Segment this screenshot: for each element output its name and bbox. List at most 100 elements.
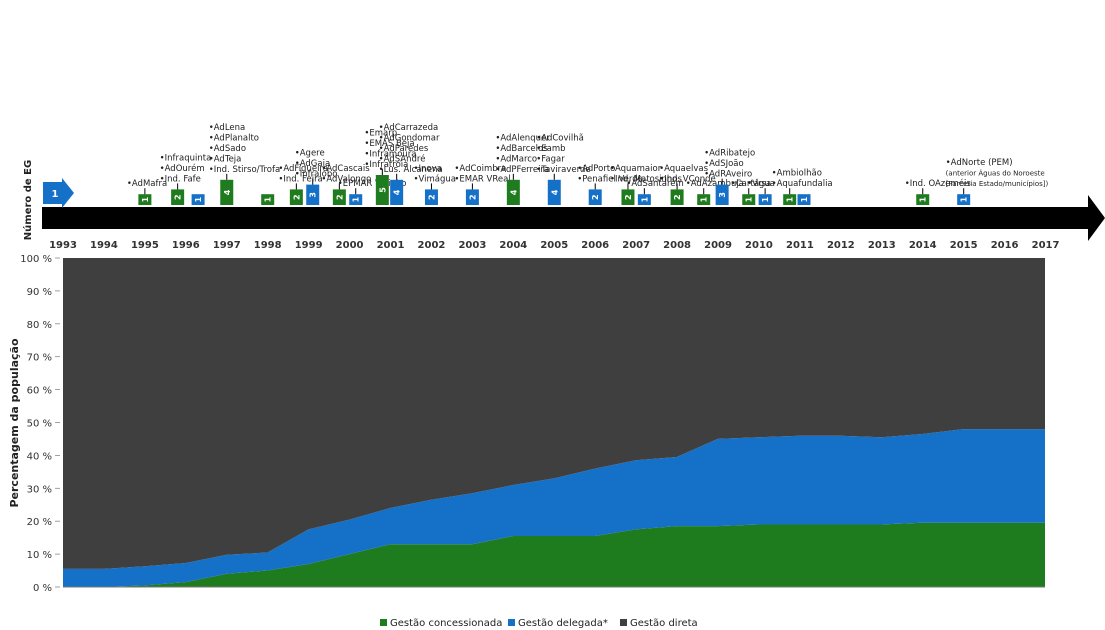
timeline-entity-label: •Aquaelvas	[659, 164, 709, 174]
legend-swatch	[508, 619, 515, 626]
legend: Gestão concessionada Gestão delegada* Gest…	[380, 618, 698, 629]
timeline-entity-label: •Infratróia	[364, 159, 408, 170]
timeline-marker-count: 2	[335, 194, 344, 200]
timeline-marker-count: 1	[800, 196, 809, 202]
timeline-entity-label: •Infralobo	[295, 170, 338, 180]
timeline-entity-label: •Eamb	[536, 144, 565, 154]
timeline-year-label: 1998	[254, 240, 282, 251]
timeline-entity-label: •Vimágua	[413, 174, 455, 184]
timeline-entity-label: •AdRAveiro	[704, 170, 752, 180]
timeline-marker-count: 1	[761, 196, 770, 202]
timeline-entity-label: •AdLena	[209, 123, 246, 133]
timeline-marker-delegada	[797, 194, 811, 205]
timeline-marker-count: 1	[919, 196, 928, 202]
legend-label: Gestão concessionada	[390, 618, 502, 629]
timeline-entity-label: •AdOurém	[160, 163, 205, 174]
timeline-marker-count: 1	[700, 196, 709, 202]
timeline-marker-concessionada	[138, 194, 152, 205]
timeline-entity-label: •Ind. Stirso/Trofa	[209, 165, 280, 175]
timeline-entity-label: •AdNorte (PEM)	[946, 158, 1013, 168]
area-series-2	[63, 429, 1045, 587]
timeline-marker-delegada	[390, 179, 404, 205]
timeline-entity-label: •AdSJoão	[704, 159, 744, 169]
timeline-year-label: 2009	[704, 240, 732, 251]
timeline-entity-label: •Infraquinta	[160, 153, 212, 163]
area-series-1	[63, 522, 1045, 587]
timeline-entity-label: •AdSAndré	[379, 153, 426, 164]
timeline-entity-label: •Ind. Feira	[278, 174, 322, 184]
timeline-marker-delegada	[588, 189, 602, 205]
timeline-year-label: 1994	[90, 240, 118, 251]
timeline-marker-concessionada	[742, 194, 756, 205]
timeline-entity-label: •Vrsa	[747, 179, 771, 189]
timeline-entity-label: •Emarp	[364, 129, 397, 139]
timeline-marker-count: 2	[468, 194, 477, 200]
timeline-entity-label: •Cartágua	[731, 179, 775, 189]
timeline-year-label: 2004	[499, 240, 527, 251]
timeline-entity-label: •EMAS Beja	[364, 139, 414, 149]
timeline-entity-label: •AdMafra	[127, 179, 167, 189]
timeline-marker-delegada	[758, 194, 772, 205]
timeline-marker-delegada	[465, 189, 479, 205]
timeline-arrow	[42, 195, 1105, 241]
timeline-marker-delegada	[424, 189, 438, 205]
timeline-year-label: 2000	[336, 240, 364, 251]
timeline-entity-label: •AdCovilhã	[536, 133, 584, 143]
timeline-marker-count: 1	[786, 196, 795, 202]
timeline-entity-label: (anterior Águas do Noroeste	[946, 169, 1045, 178]
timeline-entity-label: •Fagar	[536, 154, 565, 164]
timeline-marker-concessionada	[697, 194, 711, 205]
timeline-marker-count: 4	[393, 189, 402, 195]
timeline-marker-concessionada	[332, 189, 346, 205]
area-panel: Percentagem da população 0 % 10 % 20 % 30 % 4…	[8, 254, 1045, 594]
timeline-year-label: 2015	[950, 240, 978, 251]
timeline-marker-delegada	[715, 184, 729, 205]
timeline-marker-delegada	[306, 184, 320, 205]
timeline-year-label: 2005	[540, 240, 568, 251]
timeline-entity-label: •AdValongo	[321, 174, 371, 184]
timeline-start-marker	[43, 178, 74, 208]
timeline-year-label: 1995	[131, 240, 159, 251]
timeline-marker-count: 4	[550, 189, 559, 195]
timeline-entity-label: •EPMAR VMinho	[338, 179, 407, 189]
area-ytick-label: 100 %	[20, 254, 52, 265]
timeline-entity-label: •Inova	[413, 164, 441, 174]
timeline-year-label: 2013	[868, 240, 896, 251]
timeline-entity-label: •Aquamaior	[610, 164, 662, 174]
timeline-year-label: 2017	[1032, 240, 1060, 251]
timeline-year-label: 1993	[49, 240, 77, 251]
timeline-marker-concessionada	[621, 189, 635, 205]
timeline-entity-label: •Inframoura	[364, 150, 416, 160]
timeline-entity-label: •AdCascais	[321, 164, 370, 174]
timeline-entity-label: •Ind. OAzeméis	[905, 178, 972, 189]
timeline-marker-count: 2	[624, 194, 633, 200]
timeline-year-label: 2010	[745, 240, 773, 251]
timeline-marker-count: 1	[640, 196, 649, 202]
timeline-marker-count: 1	[960, 196, 969, 202]
timeline-entity-label: •AdAzambuja	[686, 179, 744, 189]
timeline-marker-count: 2	[427, 194, 436, 200]
legend-label: Gestão delegada*	[518, 618, 608, 629]
timeline-year-label: 2002	[418, 240, 446, 251]
timeline-entity-label: •AdRibatejo	[704, 149, 755, 159]
timeline-marker-concessionada	[220, 179, 234, 205]
timeline-marker-delegada	[637, 194, 651, 205]
timeline-entity-label: •AdSantarém	[626, 178, 683, 189]
timeline-entity-label: •Ind. Matosinhos	[610, 174, 683, 184]
area-ytick-label: 10 %	[27, 550, 52, 561]
timeline-year-label: 2003	[458, 240, 486, 251]
timeline-marker-delegada	[547, 179, 561, 205]
legend-swatch	[620, 619, 627, 626]
timeline-year-label: 2016	[991, 240, 1019, 251]
timeline-marker-count: 1	[264, 196, 273, 202]
timeline-year-label: 1999	[295, 240, 323, 251]
legend-label: Gestão direta	[630, 618, 698, 629]
timeline-marker-count: 1	[194, 196, 203, 202]
timeline-ylabel: Número de EG	[22, 160, 34, 240]
timeline-entity-label: •AdSado	[209, 144, 246, 154]
timeline-year-label: 2006	[581, 240, 609, 251]
timeline-entity-label: •AdBarcelos	[495, 144, 548, 154]
timeline-marker-count: 2	[673, 194, 682, 200]
timeline-panel: Número de EG 1 1993 1994 1995 1996 1997 1998 199…	[22, 123, 1105, 251]
